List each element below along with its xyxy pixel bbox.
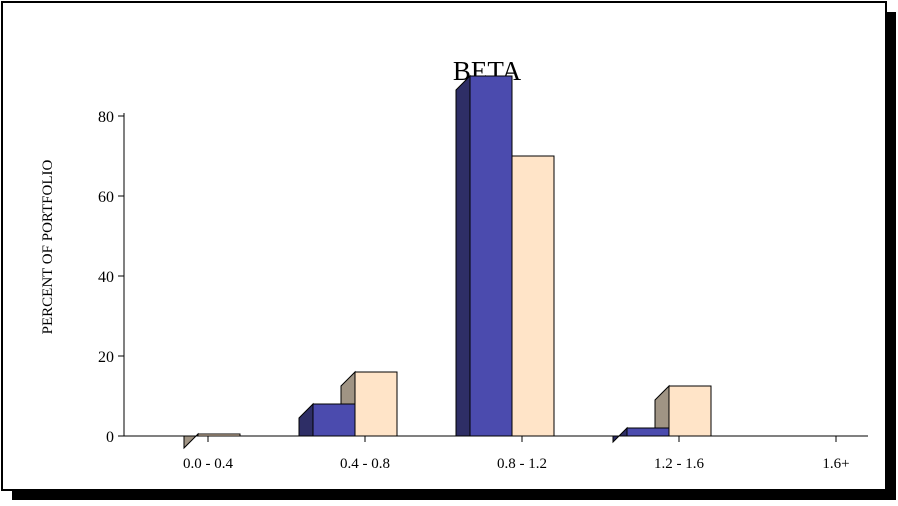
y-tick-label: 40	[98, 269, 114, 286]
y-ticks: 0 20 40 60 80	[98, 109, 124, 446]
chart-frame-border	[1, 1, 887, 491]
y-tick-label: 20	[98, 349, 114, 366]
bar-side-face	[455, 74, 471, 437]
bar-series-1-0-8-1-2	[455, 74, 513, 437]
x-tick-label: 1.6+	[822, 456, 849, 472]
bar-front-face	[197, 433, 241, 437]
bar-front-face	[354, 371, 398, 437]
bar-front-face	[312, 403, 356, 437]
bars	[156, 74, 868, 450]
x-ticks: 0.0 - 0.4 0.4 - 0.8 0.8 - 1.2 1.2 - 1.6 1.6+	[183, 436, 850, 472]
bar-front-face	[668, 385, 712, 437]
x-tick-label: 0.8 - 1.2	[497, 456, 547, 472]
bar-series-2-0-0-0-4	[183, 432, 241, 450]
bar-front-face	[511, 155, 555, 437]
bar-front-face	[626, 427, 670, 437]
x-tick-label: 0.0 - 0.4	[183, 456, 233, 472]
bar-front-face	[469, 75, 513, 437]
x-tick-label: 1.2 - 1.6	[654, 456, 704, 472]
y-tick-label: 60	[98, 189, 114, 206]
bar-series-1-0-4-0-8	[298, 402, 356, 437]
y-tick-label: 0	[106, 429, 114, 446]
bar-series-2-1-2-1-6	[654, 384, 712, 437]
bar-series-1-1-2-1-6	[612, 426, 670, 444]
x-tick-label: 0.4 - 0.8	[340, 456, 390, 472]
y-tick-label: 80	[98, 109, 114, 126]
y-axis-label: PERCENT OF PORTFOLIO	[40, 159, 56, 334]
